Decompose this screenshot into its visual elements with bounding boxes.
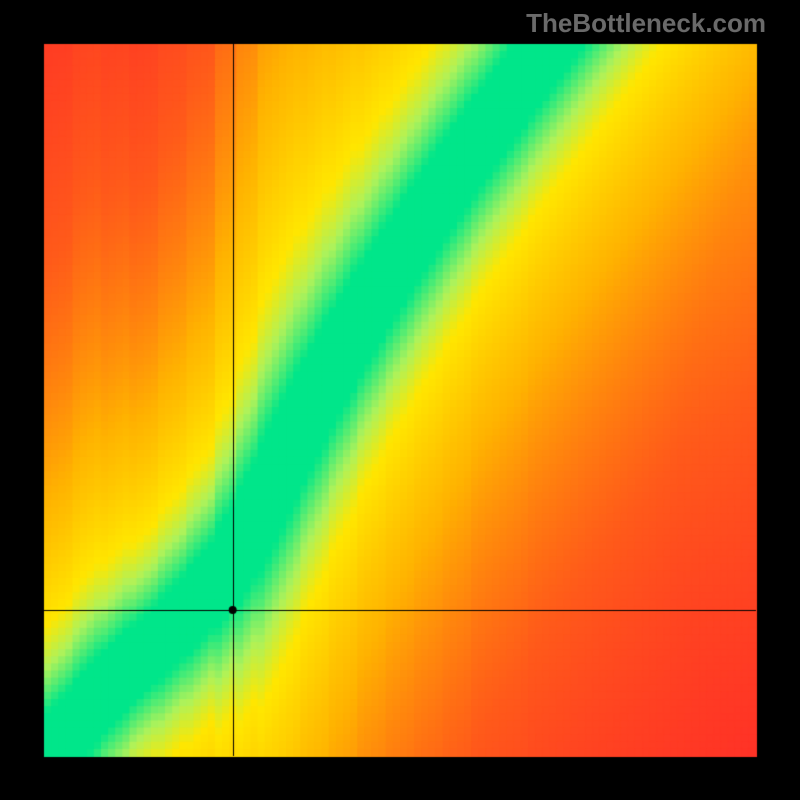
bottleneck-heatmap-canvas [0,0,800,800]
watermark-text: TheBottleneck.com [526,8,766,39]
chart-container: TheBottleneck.com [0,0,800,800]
